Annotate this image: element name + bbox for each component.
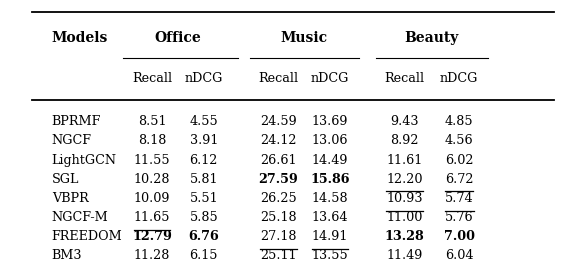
Text: 25.18: 25.18 xyxy=(260,211,297,224)
Text: 14.91: 14.91 xyxy=(312,230,348,243)
Text: 5.76: 5.76 xyxy=(445,211,474,224)
Text: 5.81: 5.81 xyxy=(189,173,218,186)
Text: 10.09: 10.09 xyxy=(134,192,170,205)
Text: 13.55: 13.55 xyxy=(312,249,348,262)
Text: NGCF: NGCF xyxy=(52,134,92,148)
Text: 7.00: 7.00 xyxy=(444,230,475,243)
Text: 27.59: 27.59 xyxy=(258,173,298,186)
Text: 8.51: 8.51 xyxy=(138,115,166,128)
Text: Models: Models xyxy=(52,31,108,45)
Text: Beauty: Beauty xyxy=(405,31,459,45)
Text: 14.49: 14.49 xyxy=(312,154,348,167)
Text: FREEDOM: FREEDOM xyxy=(52,230,122,243)
Text: 9.43: 9.43 xyxy=(390,115,419,128)
Text: 24.59: 24.59 xyxy=(260,115,297,128)
Text: 25.11: 25.11 xyxy=(260,249,297,262)
Text: Office: Office xyxy=(154,31,201,45)
Text: 11.28: 11.28 xyxy=(134,249,170,262)
Text: Recall: Recall xyxy=(258,72,298,85)
Text: 3.91: 3.91 xyxy=(189,134,218,148)
Text: 11.00: 11.00 xyxy=(386,211,423,224)
Text: 26.61: 26.61 xyxy=(260,154,297,167)
Text: 6.02: 6.02 xyxy=(445,154,474,167)
Text: 24.12: 24.12 xyxy=(260,134,297,148)
Text: SGL: SGL xyxy=(52,173,79,186)
Text: 6.12: 6.12 xyxy=(189,154,218,167)
Text: 5.51: 5.51 xyxy=(189,192,218,205)
Text: 4.56: 4.56 xyxy=(445,134,474,148)
Text: 14.58: 14.58 xyxy=(312,192,348,205)
Text: 4.55: 4.55 xyxy=(189,115,218,128)
Text: 5.85: 5.85 xyxy=(189,211,218,224)
Text: BM3: BM3 xyxy=(52,249,82,262)
Text: NGCF-M: NGCF-M xyxy=(52,211,108,224)
Text: 11.61: 11.61 xyxy=(386,154,423,167)
Text: 6.72: 6.72 xyxy=(445,173,474,186)
Text: Recall: Recall xyxy=(132,72,172,85)
Text: 6.04: 6.04 xyxy=(445,249,474,262)
Text: 11.65: 11.65 xyxy=(134,211,170,224)
Text: 11.55: 11.55 xyxy=(134,154,170,167)
Text: nDCG: nDCG xyxy=(311,72,349,85)
Text: 26.25: 26.25 xyxy=(260,192,297,205)
Text: BPRMF: BPRMF xyxy=(52,115,101,128)
Text: 13.28: 13.28 xyxy=(385,230,425,243)
Text: 27.18: 27.18 xyxy=(260,230,297,243)
Text: VBPR: VBPR xyxy=(52,192,88,205)
Text: 6.15: 6.15 xyxy=(189,249,218,262)
Text: 6.76: 6.76 xyxy=(188,230,219,243)
Text: nDCG: nDCG xyxy=(440,72,478,85)
Text: 10.28: 10.28 xyxy=(134,173,170,186)
Text: 13.64: 13.64 xyxy=(312,211,348,224)
Text: 13.06: 13.06 xyxy=(312,134,348,148)
Text: 12.79: 12.79 xyxy=(132,230,172,243)
Text: 5.74: 5.74 xyxy=(445,192,474,205)
Text: 8.92: 8.92 xyxy=(390,134,419,148)
Text: 12.20: 12.20 xyxy=(386,173,423,186)
Text: LightGCN: LightGCN xyxy=(52,154,117,167)
Text: 10.93: 10.93 xyxy=(386,192,423,205)
Text: Music: Music xyxy=(281,31,328,45)
Text: 15.86: 15.86 xyxy=(311,173,350,186)
Text: 11.49: 11.49 xyxy=(386,249,423,262)
Text: 13.69: 13.69 xyxy=(312,115,348,128)
Text: nDCG: nDCG xyxy=(185,72,223,85)
Text: Recall: Recall xyxy=(385,72,425,85)
Text: 4.85: 4.85 xyxy=(445,115,474,128)
Text: 8.18: 8.18 xyxy=(138,134,166,148)
